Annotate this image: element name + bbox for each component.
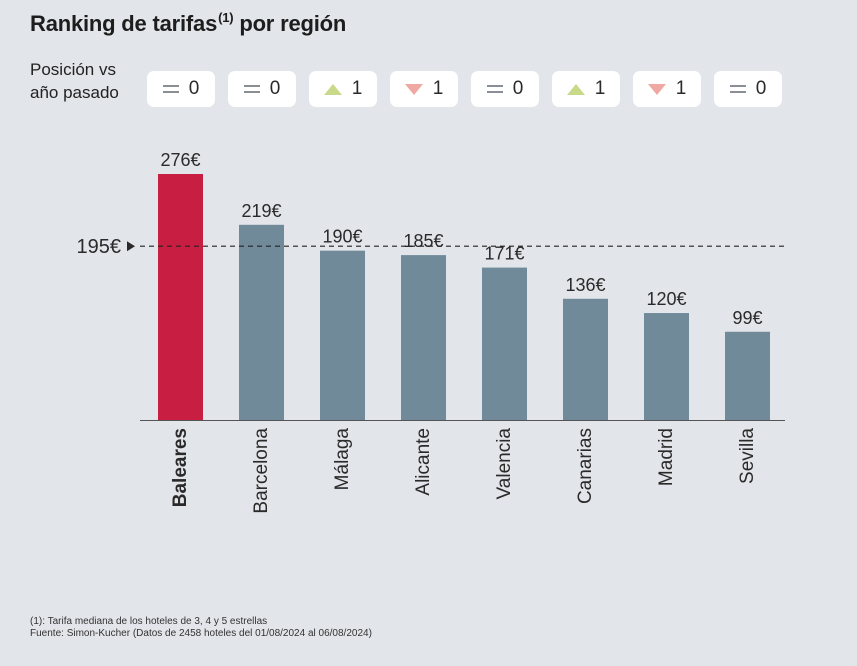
- position-badge-value: 0: [755, 78, 767, 99]
- category-label: Madrid: [656, 428, 677, 486]
- title-text: Ranking de tarifas: [30, 11, 218, 36]
- bar: [401, 255, 446, 420]
- bar: [239, 224, 284, 420]
- bar: [158, 174, 203, 420]
- equal-icon: [243, 84, 260, 95]
- footnote-note: (1): Tarifa mediana de los hoteles de 3,…: [30, 616, 268, 627]
- triangle-down-icon: [647, 83, 666, 95]
- category-label: Sevilla: [737, 428, 758, 484]
- bar-value-label: 185€: [403, 231, 443, 251]
- position-badge-value: 1: [594, 78, 606, 99]
- position-badge: 0: [714, 71, 782, 107]
- bar: [563, 298, 608, 420]
- position-badge: 0: [471, 71, 539, 107]
- position-badge: 1: [309, 71, 377, 107]
- category-label: Canarias: [575, 428, 596, 504]
- title-footnote-marker: (1): [218, 10, 234, 25]
- position-badge: 1: [390, 71, 458, 107]
- footnotes: (1): Tarifa mediana de los hoteles de 3,…: [30, 616, 372, 640]
- triangle-down-icon: [404, 83, 423, 95]
- bar-value-label: 99€: [732, 308, 762, 328]
- triangle-up-icon: [323, 83, 342, 95]
- bar-value-label: 190€: [322, 227, 362, 247]
- triangle-up-icon: [566, 83, 585, 95]
- position-badge: 0: [228, 71, 296, 107]
- chart-title: Ranking de tarifas(1) por región: [30, 10, 346, 37]
- position-badge-value: 0: [512, 78, 524, 99]
- position-badge-value: 0: [269, 78, 281, 99]
- equal-icon: [486, 84, 503, 95]
- bar-value-label: 136€: [565, 275, 605, 295]
- bar: [644, 313, 689, 420]
- position-badge-value: 1: [351, 78, 363, 99]
- bar-chart: 276€ Baleares 219€ Barcelona 190€ Málaga 185€ A…: [77, 150, 788, 514]
- bar-value-label: 219€: [241, 201, 281, 221]
- bar-value-label: 120€: [646, 289, 686, 309]
- bar-value-label: 171€: [484, 244, 524, 264]
- category-label: Baleares: [170, 428, 191, 507]
- position-badge-value: 0: [188, 78, 200, 99]
- position-change-label: Posición vs año pasado: [30, 60, 119, 102]
- category-label: Málaga: [332, 428, 353, 491]
- equal-icon: [162, 84, 179, 95]
- category-label: Valencia: [494, 428, 515, 500]
- title-suffix: por región: [233, 11, 347, 36]
- equal-icon: [729, 84, 746, 95]
- position-badge-value: 1: [675, 78, 687, 99]
- bar-value-label: 276€: [160, 150, 200, 170]
- bar: [320, 250, 365, 420]
- position-badge: 0: [147, 71, 215, 107]
- bar: [482, 267, 527, 420]
- position-badge: 1: [633, 71, 701, 107]
- position-badge: 1: [552, 71, 620, 107]
- reference-arrow-icon: [127, 241, 135, 252]
- category-label: Alicante: [413, 428, 434, 496]
- bar: [725, 331, 770, 420]
- category-label: Barcelona: [251, 428, 272, 514]
- reference-line-label: 195€: [77, 236, 122, 258]
- footnote-source: Fuente: Simon-Kucher (Datos de 2458 hote…: [30, 628, 372, 639]
- position-badge-value: 1: [432, 78, 444, 99]
